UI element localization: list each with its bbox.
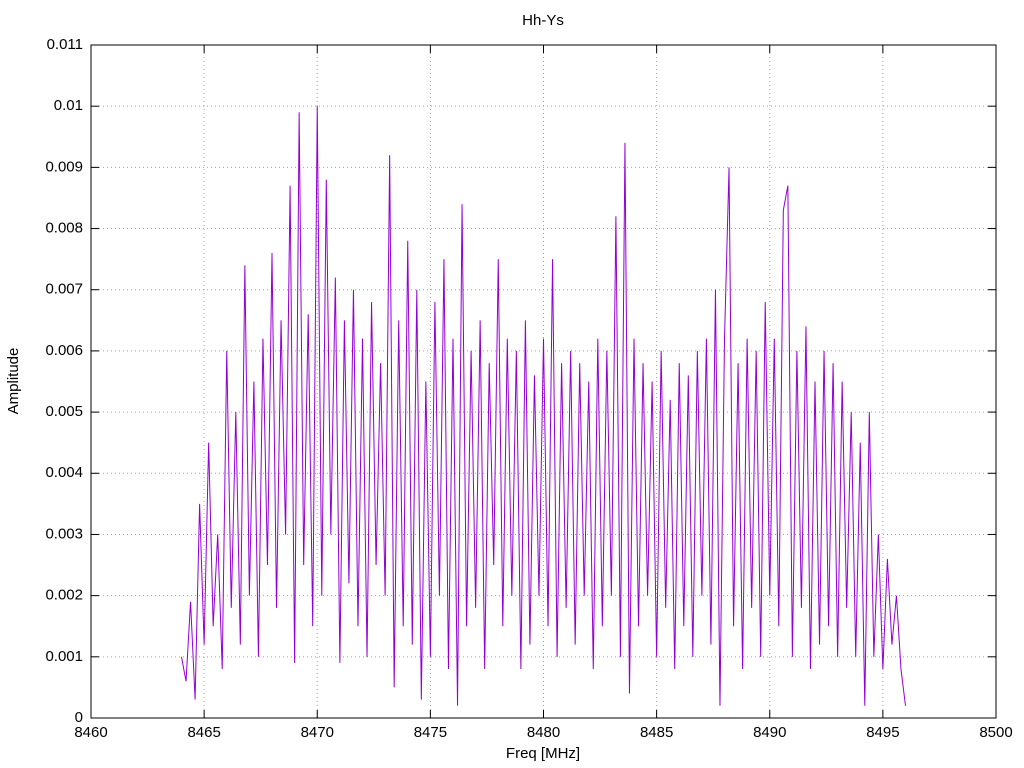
y-tick-label: 0.01	[54, 97, 83, 114]
x-tick-label: 8460	[74, 724, 107, 741]
y-axis-label: Amplitude	[5, 348, 22, 415]
x-tick-label: 8495	[866, 724, 899, 741]
y-tick-label: 0.006	[45, 342, 83, 359]
x-tick-label: 8485	[640, 724, 673, 741]
x-tick-label: 8490	[753, 724, 786, 741]
y-tick-label: 0	[75, 709, 83, 726]
y-tick-label: 0.004	[45, 464, 83, 481]
x-tick-label: 8470	[301, 724, 334, 741]
x-axis-label: Freq [MHz]	[506, 745, 580, 762]
y-tick-label: 0.003	[45, 525, 83, 542]
y-tick-label: 0.008	[45, 220, 83, 237]
x-tick-label: 8500	[979, 724, 1012, 741]
x-tick-label: 8465	[187, 724, 220, 741]
y-tick-label: 0.002	[45, 587, 83, 604]
data-line	[181, 106, 906, 706]
chart-title: Hh-Ys	[522, 12, 564, 29]
plot-frame	[90, 44, 997, 719]
y-tick-label: 0.001	[45, 648, 83, 665]
y-tick-label: 0.007	[45, 281, 83, 298]
x-tick-label: 8475	[414, 724, 447, 741]
y-tick-label: 0.005	[45, 403, 83, 420]
x-tick-label: 8480	[527, 724, 560, 741]
y-tick-label: 0.009	[45, 158, 83, 175]
y-tick-label: 0.011	[47, 36, 83, 53]
